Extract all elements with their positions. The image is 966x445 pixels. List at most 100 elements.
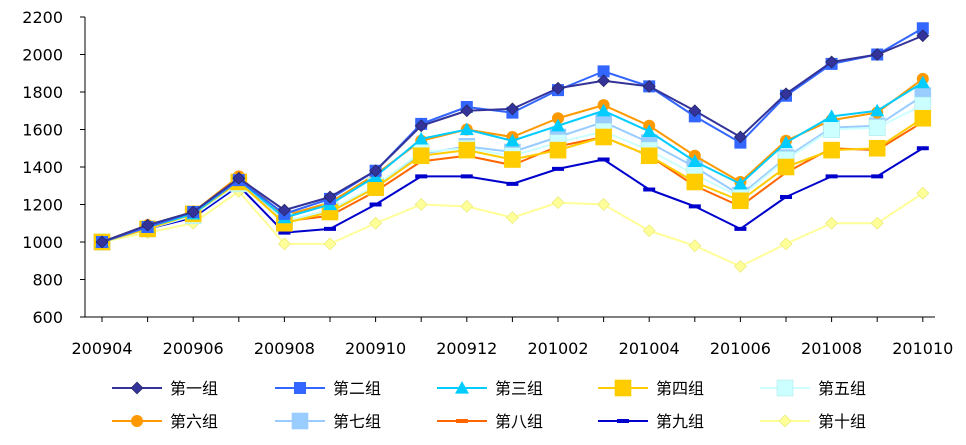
x-tick-label: 201010 [892, 339, 953, 358]
legend-item-3: 第三组 [437, 379, 543, 398]
data-point [595, 128, 612, 146]
legend-marker [455, 381, 469, 394]
data-point [779, 135, 793, 149]
data-point [323, 190, 337, 204]
y-tick-label: 2000 [22, 46, 63, 65]
legend-item-9: 第九组 [598, 412, 704, 431]
data-point [369, 202, 382, 207]
legend-item-7: 第七组 [275, 412, 381, 431]
data-point [367, 179, 384, 196]
data-point [458, 141, 476, 159]
series-layer [93, 22, 932, 273]
data-point [504, 151, 521, 168]
legend-marker [130, 381, 144, 395]
legend-marker [291, 412, 309, 430]
data-point [916, 22, 929, 35]
legend-label: 第二组 [333, 379, 381, 398]
data-point [823, 121, 840, 138]
x-tick-label: 200908 [254, 339, 315, 358]
data-point [552, 166, 564, 171]
data-point [915, 75, 930, 89]
y-tick-label: 1400 [22, 158, 63, 177]
axes: 600 800 1000 1200 1400 1600 1800 2000 2200 200904… [22, 8, 953, 358]
data-point [642, 224, 656, 238]
data-point [552, 112, 564, 125]
data-point [870, 103, 885, 117]
data-point [549, 141, 567, 159]
data-point [323, 237, 337, 251]
data-point [868, 139, 886, 157]
data-point [688, 239, 702, 253]
data-point [232, 171, 246, 185]
data-point [780, 195, 792, 199]
legend-label: 第七组 [333, 412, 381, 431]
legend-marker [617, 419, 629, 423]
data-point [95, 235, 109, 249]
data-point [141, 218, 155, 232]
series-1 [95, 29, 930, 249]
legend-label: 第一组 [170, 379, 218, 398]
data-point [186, 205, 200, 219]
y-tick-label: 1800 [22, 83, 63, 102]
legend-item-4: 第四组 [598, 379, 704, 398]
data-point [369, 216, 383, 230]
data-point [597, 198, 611, 211]
data-point [914, 109, 932, 127]
legend-item-6: 第六组 [112, 412, 218, 431]
data-point [277, 237, 291, 251]
legend-marker [776, 379, 794, 397]
y-tick-label: 600 [32, 308, 63, 327]
y-tick-label: 1600 [22, 121, 63, 140]
legend-marker [456, 419, 468, 423]
data-point [733, 130, 747, 144]
legend-label: 第三组 [495, 379, 543, 398]
x-tick-label: 201002 [527, 339, 588, 358]
data-point [551, 196, 565, 210]
data-point [870, 216, 884, 230]
data-point [459, 122, 474, 136]
data-point [733, 259, 747, 273]
legend-marker [778, 414, 792, 428]
x-tick-label: 200912 [436, 339, 497, 358]
legend-label: 第五组 [818, 379, 866, 398]
data-point [597, 74, 611, 88]
legend-item-1: 第一组 [112, 379, 218, 398]
legend-marker [131, 415, 143, 427]
y-tick-label: 800 [32, 271, 63, 290]
legend-label: 第八组 [495, 412, 543, 431]
data-point [460, 104, 474, 118]
x-tick-label: 200910 [345, 339, 406, 358]
series-line [101, 190, 924, 268]
data-point [643, 187, 656, 192]
data-point [916, 186, 930, 200]
data-point [825, 216, 839, 230]
x-tick-label: 201006 [710, 339, 771, 358]
legend-label: 第九组 [656, 412, 704, 431]
x-tick-label: 200906 [163, 339, 224, 358]
data-point [687, 154, 702, 167]
data-point [779, 237, 793, 251]
legend-label: 第十组 [818, 412, 866, 431]
legend-marker [294, 382, 306, 394]
data-point [460, 199, 474, 213]
y-tick-label: 1200 [22, 196, 63, 215]
data-point [870, 48, 884, 61]
data-point [732, 192, 749, 210]
data-point [686, 173, 704, 191]
data-point [596, 103, 611, 117]
data-point [733, 176, 748, 190]
data-point [824, 109, 839, 122]
legend-item-2: 第二组 [275, 379, 381, 398]
data-point [688, 204, 701, 209]
data-point [369, 164, 383, 178]
legend-label: 第六组 [170, 412, 218, 431]
data-point [777, 158, 795, 176]
data-point [414, 119, 428, 133]
x-tick-label: 201008 [801, 339, 862, 358]
data-point [779, 87, 793, 101]
x-tick-label: 200904 [71, 339, 132, 358]
data-point [734, 226, 747, 231]
data-point [551, 118, 565, 132]
series-5 [93, 96, 932, 251]
